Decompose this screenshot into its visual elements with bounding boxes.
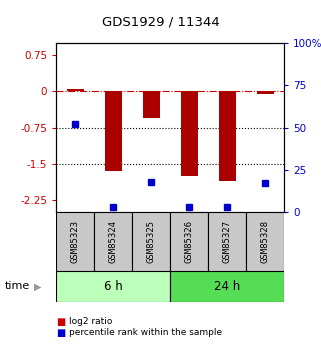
Bar bbox=[219, 91, 236, 181]
Bar bbox=[170, 271, 284, 302]
Bar bbox=[143, 91, 160, 118]
Text: 6 h: 6 h bbox=[104, 280, 123, 293]
Bar bbox=[56, 271, 170, 302]
Text: GSM85325: GSM85325 bbox=[147, 220, 156, 263]
Text: ■: ■ bbox=[56, 328, 65, 338]
Text: GDS1929 / 11344: GDS1929 / 11344 bbox=[102, 16, 219, 29]
Text: percentile rank within the sample: percentile rank within the sample bbox=[69, 328, 222, 337]
Text: 24 h: 24 h bbox=[214, 280, 240, 293]
Bar bbox=[246, 212, 284, 271]
Text: GSM85323: GSM85323 bbox=[71, 220, 80, 263]
Bar bbox=[94, 212, 132, 271]
Text: log2 ratio: log2 ratio bbox=[69, 317, 112, 326]
Bar bbox=[67, 89, 84, 91]
Bar bbox=[208, 212, 246, 271]
Bar bbox=[170, 212, 208, 271]
Bar bbox=[256, 91, 273, 94]
Text: GSM85328: GSM85328 bbox=[261, 220, 270, 263]
Text: GSM85327: GSM85327 bbox=[222, 220, 232, 263]
Bar bbox=[105, 91, 122, 171]
Bar bbox=[56, 212, 94, 271]
Text: GSM85324: GSM85324 bbox=[108, 220, 118, 263]
Text: GSM85326: GSM85326 bbox=[185, 220, 194, 263]
Bar bbox=[181, 91, 198, 176]
Text: time: time bbox=[5, 282, 30, 291]
Bar bbox=[132, 212, 170, 271]
Text: ■: ■ bbox=[56, 317, 65, 326]
Text: ▶: ▶ bbox=[34, 282, 41, 291]
